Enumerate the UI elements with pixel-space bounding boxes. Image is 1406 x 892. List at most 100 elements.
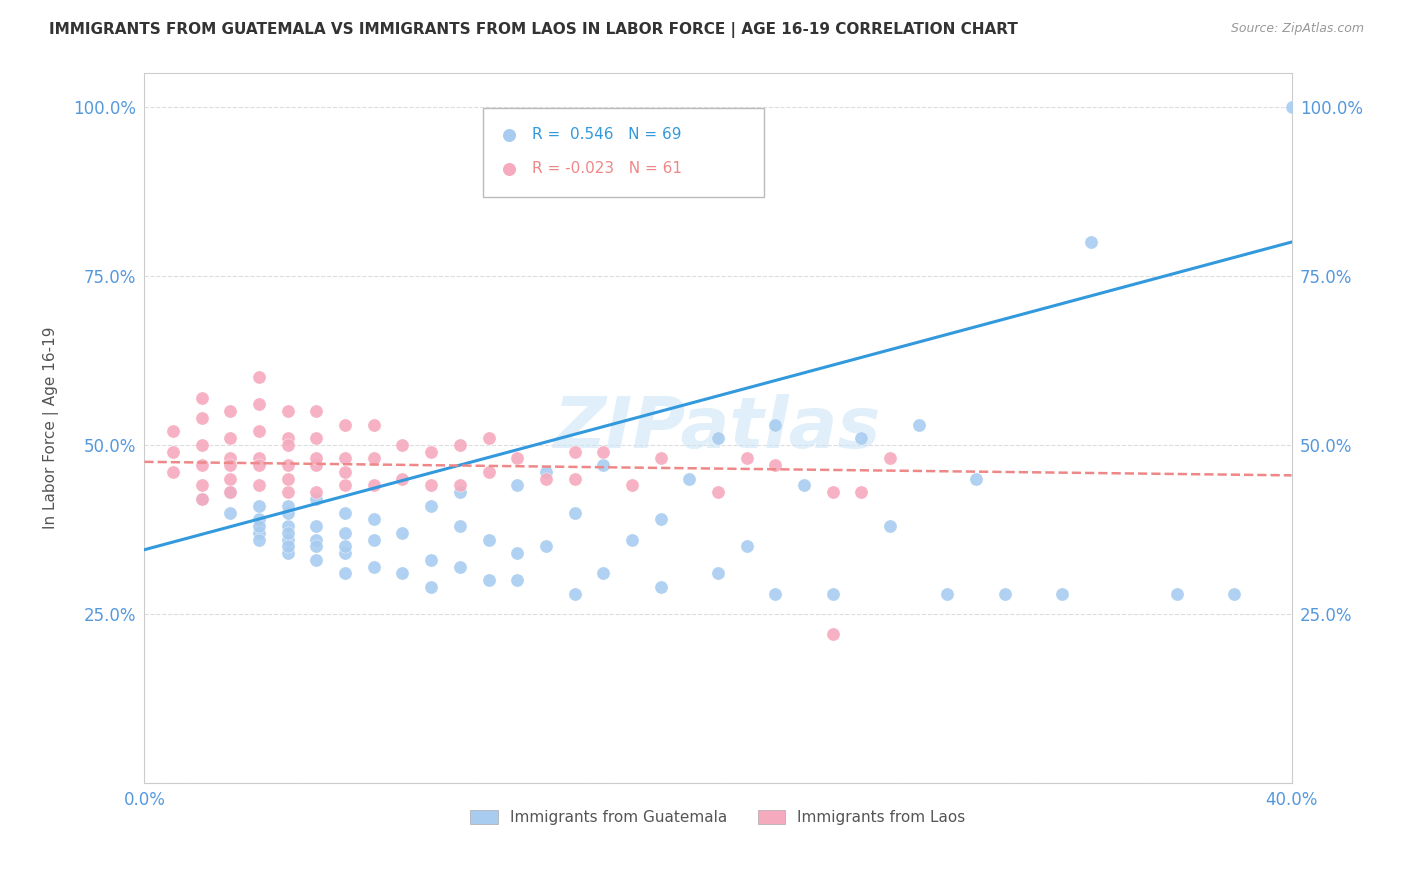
- Point: [333, 540, 356, 554]
- Point: [851, 485, 873, 500]
- Point: [420, 580, 443, 594]
- Point: [1166, 587, 1188, 601]
- Point: [333, 546, 356, 560]
- Point: [333, 478, 356, 492]
- Point: [277, 499, 299, 513]
- Point: [277, 525, 299, 540]
- Point: [994, 587, 1017, 601]
- Point: [650, 512, 672, 526]
- Point: [305, 431, 328, 445]
- Point: [247, 478, 270, 492]
- Point: [247, 499, 270, 513]
- Point: [219, 451, 242, 466]
- Point: [391, 472, 413, 486]
- Point: [219, 458, 242, 473]
- Point: [564, 472, 586, 486]
- Point: [162, 465, 184, 479]
- Point: [305, 491, 328, 506]
- Point: [333, 566, 356, 581]
- Point: [592, 566, 614, 581]
- Point: [449, 438, 471, 452]
- Point: [449, 485, 471, 500]
- Point: [735, 451, 758, 466]
- Point: [420, 478, 443, 492]
- Point: [277, 540, 299, 554]
- Point: [1050, 587, 1073, 601]
- FancyBboxPatch shape: [482, 109, 763, 197]
- Point: [506, 451, 529, 466]
- Point: [564, 587, 586, 601]
- Point: [420, 444, 443, 458]
- Text: R =  0.546   N = 69: R = 0.546 N = 69: [531, 128, 682, 142]
- Point: [821, 587, 844, 601]
- Point: [219, 404, 242, 418]
- Text: ZIPatlas: ZIPatlas: [554, 393, 882, 463]
- Point: [277, 533, 299, 547]
- Point: [1223, 587, 1246, 601]
- Point: [247, 525, 270, 540]
- Point: [247, 458, 270, 473]
- Point: [1045, 191, 1067, 205]
- Point: [190, 410, 212, 425]
- Point: [277, 458, 299, 473]
- Point: [305, 451, 328, 466]
- Point: [821, 627, 844, 641]
- Point: [449, 519, 471, 533]
- Point: [620, 533, 643, 547]
- Point: [333, 506, 356, 520]
- Point: [879, 519, 901, 533]
- Point: [219, 485, 242, 500]
- Text: Source: ZipAtlas.com: Source: ZipAtlas.com: [1230, 22, 1364, 36]
- Point: [534, 472, 557, 486]
- Point: [564, 444, 586, 458]
- Point: [333, 525, 356, 540]
- Point: [305, 553, 328, 567]
- Point: [247, 512, 270, 526]
- Point: [564, 506, 586, 520]
- Point: [305, 533, 328, 547]
- Point: [363, 451, 385, 466]
- Point: [477, 431, 499, 445]
- Point: [219, 506, 242, 520]
- Point: [247, 397, 270, 411]
- Point: [305, 458, 328, 473]
- Point: [707, 566, 730, 581]
- Point: [219, 485, 242, 500]
- Point: [277, 506, 299, 520]
- Point: [305, 519, 328, 533]
- Point: [190, 478, 212, 492]
- Point: [277, 485, 299, 500]
- Point: [620, 478, 643, 492]
- Point: [277, 404, 299, 418]
- Point: [247, 533, 270, 547]
- Text: IMMIGRANTS FROM GUATEMALA VS IMMIGRANTS FROM LAOS IN LABOR FORCE | AGE 16-19 COR: IMMIGRANTS FROM GUATEMALA VS IMMIGRANTS …: [49, 22, 1018, 38]
- Point: [277, 472, 299, 486]
- Point: [391, 566, 413, 581]
- Point: [363, 478, 385, 492]
- Point: [190, 438, 212, 452]
- Point: [247, 519, 270, 533]
- Point: [735, 540, 758, 554]
- Point: [821, 485, 844, 500]
- Point: [190, 458, 212, 473]
- Point: [333, 465, 356, 479]
- Point: [219, 431, 242, 445]
- Point: [333, 417, 356, 432]
- Point: [763, 458, 786, 473]
- Point: [305, 540, 328, 554]
- Point: [851, 431, 873, 445]
- Y-axis label: In Labor Force | Age 16-19: In Labor Force | Age 16-19: [44, 326, 59, 529]
- Point: [247, 370, 270, 384]
- Point: [477, 533, 499, 547]
- Point: [305, 404, 328, 418]
- Point: [219, 472, 242, 486]
- Point: [879, 451, 901, 466]
- Legend: Immigrants from Guatemala, Immigrants from Laos: Immigrants from Guatemala, Immigrants fr…: [470, 810, 966, 825]
- Point: [162, 444, 184, 458]
- Point: [907, 417, 929, 432]
- Point: [678, 472, 700, 486]
- Point: [650, 580, 672, 594]
- Point: [247, 425, 270, 439]
- Point: [391, 525, 413, 540]
- Point: [190, 491, 212, 506]
